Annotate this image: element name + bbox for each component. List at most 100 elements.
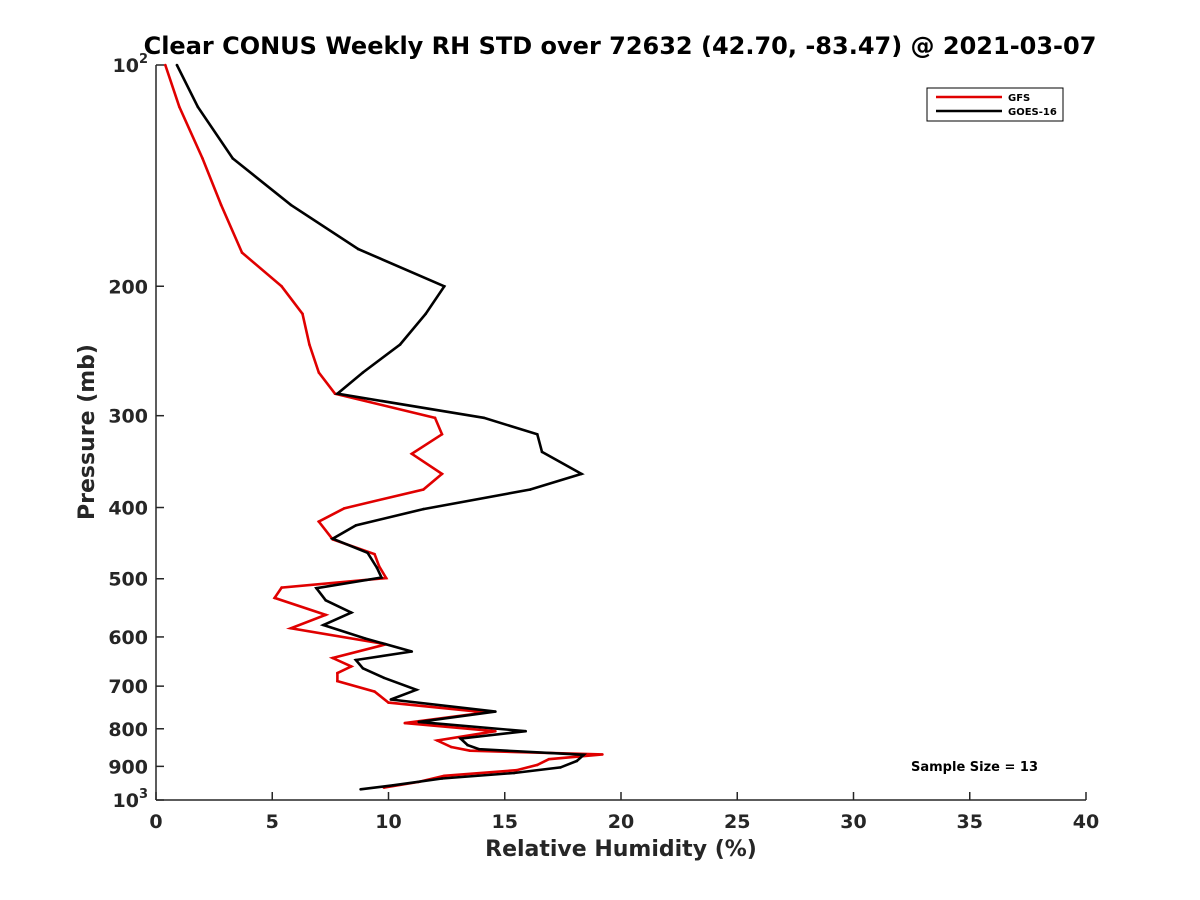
legend: GFS GOES-16 [926, 87, 1064, 122]
y-tick-label-base-300: 300 [108, 406, 148, 428]
data-point-gfs-41 [515, 768, 518, 772]
data-point-gfs-24 [289, 627, 293, 630]
x-tick-label-35: 35 [957, 811, 983, 833]
data-point-gfs-26 [331, 656, 335, 660]
data-point-gfs-14 [422, 488, 425, 491]
data-point-gfs-1 [178, 105, 181, 109]
data-point-goes-16-33 [417, 720, 421, 724]
x-tick-label-0: 0 [149, 811, 162, 833]
data-point-goes-16-36 [466, 743, 469, 747]
y-tick-label-base-200: 200 [108, 276, 148, 298]
data-point-goes-16-32 [494, 710, 497, 713]
data-point-goes-16-20 [380, 576, 383, 579]
y-tick-label-base-500: 500 [108, 569, 148, 591]
data-point-goes-16-38 [582, 753, 586, 757]
y-tick-label-100: 102 [113, 52, 149, 77]
data-point-gfs-22 [273, 596, 276, 600]
data-point-gfs-42 [443, 774, 446, 778]
y-tick-label-base-700: 700 [108, 676, 148, 698]
data-point-goes-16-4 [357, 247, 360, 251]
data-point-goes-16-11 [536, 433, 539, 436]
data-point-gfs-12 [410, 452, 414, 456]
legend-label-gfs: GFS [1008, 93, 1030, 104]
data-point-goes-16-26 [410, 650, 414, 653]
data-point-goes-16-1 [196, 105, 200, 109]
data-point-goes-16-6 [424, 312, 428, 316]
legend-box [926, 87, 1064, 122]
data-point-gfs-3 [219, 203, 223, 207]
plot-area: 0 5 10 15 20 25 30 35 40 10220030040050060070080… [108, 52, 1099, 833]
x-tick-label-15: 15 [492, 811, 518, 833]
y-tick-label-base-400: 400 [108, 498, 148, 520]
data-point-goes-16-39 [575, 759, 579, 763]
data-point-goes-16-37 [477, 747, 481, 751]
plot-background [156, 65, 1086, 800]
data-point-goes-16-42 [440, 777, 444, 780]
y-tick-label-600: 600 [108, 627, 148, 649]
data-point-gfs-4 [240, 251, 244, 254]
data-point-goes-16-43 [391, 784, 395, 787]
data-point-goes-16-2 [231, 157, 234, 160]
data-point-gfs-10 [433, 416, 437, 420]
data-point-gfs-29 [336, 679, 339, 683]
data-point-gfs-28 [336, 671, 339, 675]
data-point-gfs-19 [377, 565, 381, 568]
data-point-goes-16-10 [482, 416, 486, 420]
data-point-goes-16-14 [529, 488, 532, 491]
data-point-gfs-13 [440, 472, 444, 476]
y-tick-label-exponent-100: 2 [139, 52, 148, 67]
data-point-goes-16-23 [350, 611, 353, 614]
data-point-gfs-34 [494, 729, 497, 733]
series-goes-16 [175, 63, 588, 791]
y-tick-label-300: 300 [108, 406, 148, 428]
data-point-goes-16-34 [524, 729, 527, 733]
x-tick-label-10: 10 [375, 811, 401, 833]
data-point-goes-16-5 [443, 285, 446, 288]
data-point-gfs-35 [436, 739, 439, 742]
data-point-goes-16-3 [289, 203, 293, 207]
data-point-goes-16-18 [366, 551, 369, 555]
data-point-goes-16-7 [398, 343, 402, 346]
x-tick-label-20: 20 [608, 811, 634, 833]
data-point-goes-16-29 [382, 676, 386, 680]
data-point-goes-16-41 [512, 771, 516, 775]
sample-size-annotation: Sample Size = 13 [911, 760, 1038, 775]
data-point-goes-16-31 [389, 698, 393, 701]
data-point-goes-16-24 [322, 623, 325, 627]
data-point-goes-16-12 [540, 450, 544, 454]
data-point-goes-16-25 [364, 637, 367, 640]
y-tick-label-400: 400 [108, 498, 148, 520]
y-tick-label-700: 700 [108, 676, 148, 698]
data-point-goes-16-19 [375, 566, 379, 569]
y-tick-label-800: 800 [108, 719, 148, 741]
x-tick-label-5: 5 [266, 811, 279, 833]
data-point-gfs-36 [450, 745, 453, 749]
y-tick-label-base-800: 800 [108, 719, 148, 741]
data-point-gfs-31 [387, 701, 390, 704]
series-gfs [164, 63, 604, 789]
data-point-gfs-37 [468, 749, 472, 752]
legend-label-goes-16: GOES-16 [1008, 107, 1057, 118]
y-tick-label-base-100: 10 [113, 55, 139, 77]
data-point-goes-16-27 [354, 658, 358, 662]
data-point-gfs-5 [280, 285, 283, 288]
data-point-gfs-18 [373, 552, 376, 556]
y-tick-label-base-600: 600 [108, 627, 148, 649]
x-axis-ticks: 0 5 10 15 20 25 30 35 40 [149, 792, 1099, 833]
y-tick-label-500: 500 [108, 569, 148, 591]
series-layer [164, 63, 604, 791]
data-point-goes-16-44 [359, 788, 362, 791]
data-point-goes-16-28 [361, 667, 365, 670]
x-tick-label-25: 25 [724, 811, 750, 833]
y-tick-label-base-900: 900 [108, 756, 148, 778]
data-point-goes-16-9 [336, 392, 339, 396]
data-point-gfs-15 [343, 507, 346, 510]
data-point-gfs-33 [403, 721, 407, 725]
data-point-goes-16-40 [559, 766, 562, 769]
data-point-gfs-11 [440, 433, 444, 436]
data-point-goes-16-35 [459, 737, 462, 740]
y-tick-label-900: 900 [108, 756, 148, 778]
data-point-gfs-40 [536, 763, 539, 767]
